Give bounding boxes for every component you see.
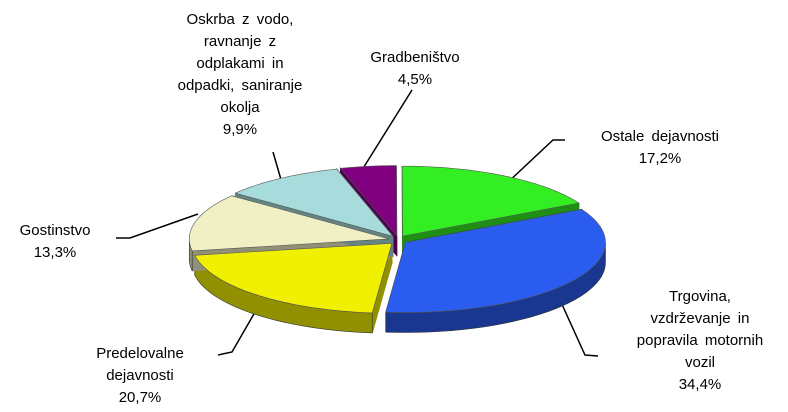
slice xyxy=(401,165,580,237)
value-label: 9,9% xyxy=(222,121,258,138)
category-label: Trgovina, vzdrževanje in popravila motor… xyxy=(636,288,764,371)
slice xyxy=(234,168,394,237)
category-label: Oskrba z vodo, ravnanje z odplakami in o… xyxy=(177,11,303,116)
leader-line xyxy=(356,89,413,179)
category-label: Gradbeništvo xyxy=(370,49,460,66)
category-label: Gostinstvo xyxy=(19,222,91,239)
leader-lines xyxy=(116,89,599,357)
value-label: 34,4% xyxy=(678,376,722,393)
slice-label: Ostale dejavnosti 17,2% xyxy=(560,126,760,170)
slice-label: Gradbeništvo 4,5% xyxy=(370,47,460,91)
slice-label: Trgovina, vzdrževanje in popravila motor… xyxy=(610,286,788,396)
value-label: 13,3% xyxy=(33,244,77,261)
leader-line xyxy=(505,139,565,185)
leader-line xyxy=(559,299,599,357)
slice xyxy=(188,195,390,252)
leader-line xyxy=(217,299,263,356)
slice xyxy=(385,209,606,313)
leader-line xyxy=(116,213,199,239)
category-label: Predelovalne dejavnosti xyxy=(96,345,184,384)
slice-label: Predelovalne dejavnosti 20,7% xyxy=(60,343,220,409)
value-label: 4,5% xyxy=(397,71,433,88)
slice xyxy=(194,242,393,314)
slice-label: Gostinstvo 13,3% xyxy=(0,220,110,264)
slice-label: Oskrba z vodo, ravnanje z odplakami in o… xyxy=(155,9,325,141)
value-label: 20,7% xyxy=(118,389,162,406)
slice xyxy=(339,165,398,237)
value-label: 17,2% xyxy=(638,150,682,167)
category-label: Ostale dejavnosti xyxy=(600,128,720,145)
